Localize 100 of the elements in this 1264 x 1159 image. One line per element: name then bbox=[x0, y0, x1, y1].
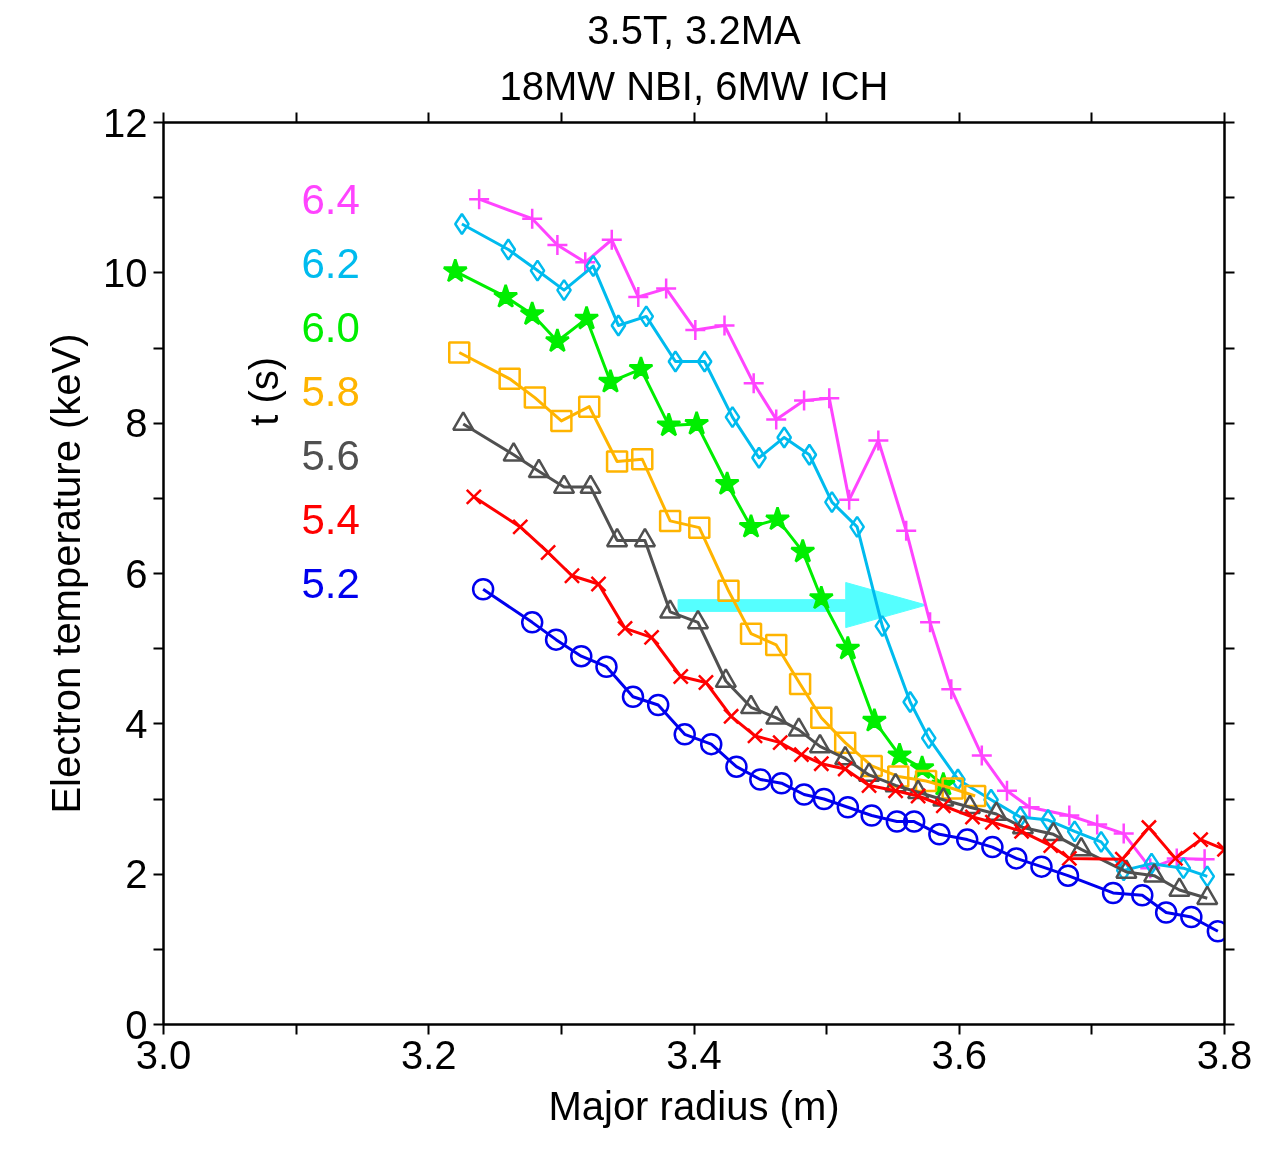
point bbox=[520, 207, 544, 230]
point bbox=[860, 777, 878, 794]
point bbox=[616, 620, 634, 637]
point bbox=[920, 726, 937, 750]
point bbox=[860, 804, 883, 827]
point bbox=[928, 823, 951, 846]
point bbox=[519, 300, 545, 326]
point bbox=[546, 233, 569, 257]
point bbox=[627, 285, 650, 309]
x-tick-label: 3.6 bbox=[931, 1032, 988, 1077]
point bbox=[563, 567, 581, 585]
point bbox=[523, 386, 547, 409]
point bbox=[465, 488, 483, 506]
point bbox=[1192, 831, 1209, 848]
point bbox=[790, 538, 816, 563]
point bbox=[812, 787, 836, 811]
point bbox=[940, 678, 963, 701]
point bbox=[810, 706, 833, 730]
point bbox=[792, 783, 816, 806]
point bbox=[764, 408, 788, 431]
point bbox=[672, 668, 690, 685]
point bbox=[964, 808, 981, 826]
point bbox=[471, 578, 495, 601]
point bbox=[746, 727, 764, 745]
point bbox=[539, 544, 557, 561]
point bbox=[1175, 856, 1192, 880]
point bbox=[684, 318, 707, 342]
point bbox=[836, 796, 860, 819]
point bbox=[585, 254, 602, 278]
point bbox=[801, 443, 818, 466]
chart-subtitle: 18MW NBI, 6MW ICH bbox=[499, 63, 889, 108]
text: 5.6 bbox=[301, 431, 360, 479]
text: 5.4 bbox=[301, 495, 360, 543]
text: 6.2 bbox=[301, 239, 360, 287]
y-tick-label: 4 bbox=[125, 701, 148, 746]
point bbox=[688, 516, 711, 539]
point bbox=[1167, 850, 1184, 867]
point bbox=[628, 355, 654, 380]
point bbox=[493, 283, 519, 308]
point bbox=[467, 187, 491, 211]
point bbox=[498, 367, 521, 391]
y-axis-title: Electron temperature (keV) bbox=[44, 333, 89, 814]
point bbox=[714, 470, 740, 496]
point bbox=[764, 506, 791, 531]
point bbox=[894, 519, 918, 542]
point bbox=[1140, 819, 1158, 836]
point bbox=[861, 707, 888, 732]
point bbox=[792, 389, 816, 412]
point bbox=[646, 693, 670, 717]
point bbox=[544, 628, 568, 651]
point bbox=[621, 685, 645, 708]
point bbox=[738, 513, 764, 538]
point bbox=[570, 644, 593, 668]
point bbox=[724, 405, 741, 429]
point bbox=[453, 212, 470, 236]
point bbox=[902, 690, 919, 714]
point bbox=[597, 368, 624, 393]
point bbox=[643, 629, 660, 646]
point bbox=[981, 835, 1004, 859]
point bbox=[808, 585, 834, 610]
point bbox=[500, 238, 517, 261]
point bbox=[600, 228, 624, 252]
point bbox=[610, 314, 627, 337]
point bbox=[835, 635, 861, 660]
point bbox=[1058, 804, 1081, 827]
point bbox=[442, 258, 468, 283]
point bbox=[1199, 865, 1216, 888]
y-tick-label: 8 bbox=[125, 401, 148, 446]
point bbox=[793, 746, 810, 763]
point bbox=[1061, 850, 1078, 867]
point bbox=[739, 622, 763, 645]
point bbox=[788, 672, 812, 696]
point bbox=[970, 744, 994, 767]
point bbox=[1005, 847, 1028, 870]
point bbox=[1018, 796, 1041, 819]
point bbox=[1066, 820, 1083, 843]
y-tick-label: 12 bbox=[103, 100, 148, 145]
point bbox=[874, 614, 891, 638]
point bbox=[511, 518, 529, 536]
point bbox=[813, 755, 830, 772]
point bbox=[885, 810, 909, 833]
point bbox=[833, 731, 857, 754]
text: 6.4 bbox=[301, 175, 360, 223]
point bbox=[544, 327, 571, 353]
point bbox=[683, 410, 710, 435]
point bbox=[771, 734, 789, 751]
point bbox=[717, 579, 740, 603]
point bbox=[764, 633, 788, 657]
point bbox=[818, 387, 841, 410]
point bbox=[697, 674, 715, 691]
point bbox=[713, 314, 736, 337]
point bbox=[550, 409, 573, 433]
point bbox=[1085, 813, 1109, 836]
point bbox=[1030, 855, 1053, 878]
point bbox=[918, 611, 942, 634]
text: 5.2 bbox=[301, 559, 360, 607]
point bbox=[638, 305, 655, 328]
point bbox=[867, 429, 890, 452]
point bbox=[1112, 822, 1135, 845]
point bbox=[836, 760, 854, 778]
